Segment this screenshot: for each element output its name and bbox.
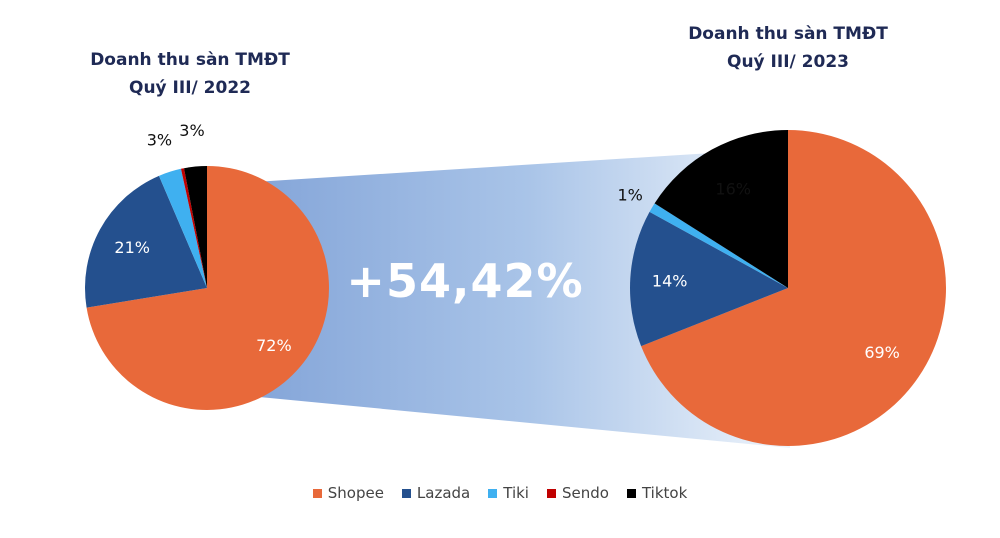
pie-2023-label-lazada: 14% — [652, 272, 688, 291]
legend-item-tiktok: Tiktok — [626, 484, 688, 502]
pie-2022-label-tiktok: 3% — [179, 121, 204, 140]
pie-2022-slice-sendo — [180, 168, 207, 288]
legend-swatch-tiktok — [626, 488, 636, 498]
legend-label-tiktok: Tiktok — [641, 484, 688, 502]
legend-label-shopee: Shopee — [327, 484, 384, 502]
legend-swatch-tiki — [488, 488, 498, 498]
legend: Shopee Lazada Tiki Sendo Tiktok — [0, 484, 1000, 502]
pie-2023-slice-tiki — [649, 203, 788, 288]
chart-title-2023-line1: Doanh thu sàn TMĐT — [688, 24, 888, 44]
legend-swatch-shopee — [312, 488, 322, 498]
pie-2022-label-tiki: 3% — [147, 130, 172, 149]
chart-title-2022-line2: Quý III/ 2022 — [129, 78, 251, 98]
legend-label-tiki: Tiki — [503, 484, 529, 502]
legend-swatch-lazada — [401, 488, 411, 498]
pie-2022-slice-lazada — [84, 175, 207, 308]
growth-label: +54,42% — [346, 254, 584, 308]
pie-2023-label-tiki: 1% — [618, 186, 643, 205]
legend-item-lazada: Lazada — [401, 484, 471, 502]
pie-2023-slice-shopee — [641, 130, 947, 446]
pie-2022-slice-tiktok — [184, 166, 207, 288]
pie-2023-slice-tiktok — [654, 130, 788, 288]
pie-2022-label-shopee: 72% — [256, 336, 292, 355]
pie-2022: 72% 21% 3% 3% — [84, 121, 329, 410]
pie-2023-label-tiktok: 16% — [715, 179, 751, 198]
legend-swatch-sendo — [546, 488, 556, 498]
pie-2022-label-lazada: 21% — [114, 238, 150, 257]
pie-2023-label-shopee: 69% — [864, 343, 900, 362]
chart-title-2023-line2: Quý III/ 2023 — [727, 52, 849, 72]
pie-2023: 69% 14% 1% 16% — [618, 130, 947, 446]
chart-title-2022: Doanh thu sàn TMĐT Quý III/ 2022 — [60, 46, 320, 102]
legend-item-tiki: Tiki — [488, 484, 529, 502]
legend-label-lazada: Lazada — [416, 484, 471, 502]
legend-item-shopee: Shopee — [312, 484, 384, 502]
pie-2022-slice-tiki — [158, 168, 207, 288]
chart-title-2023: Doanh thu sàn TMĐT Quý III/ 2023 — [658, 20, 918, 76]
legend-label-sendo: Sendo — [561, 484, 609, 502]
legend-item-sendo: Sendo — [546, 484, 609, 502]
pie-2022-slice-shopee — [86, 166, 329, 410]
chart-title-2022-line1: Doanh thu sàn TMĐT — [90, 50, 290, 70]
pie-2023-slice-lazada — [630, 211, 788, 347]
